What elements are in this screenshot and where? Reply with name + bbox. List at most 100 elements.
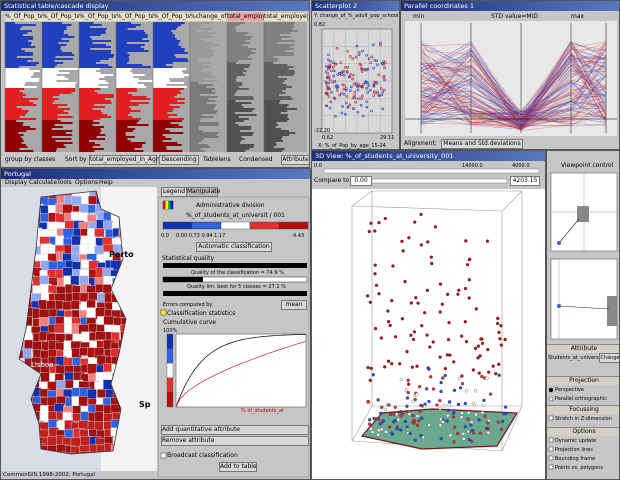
point: [379, 411, 383, 416]
checkbox-label[interactable]: Projection lines: [555, 447, 593, 453]
lens-bar: [79, 84, 99, 86]
column-header[interactable]: %_Of_Pop_ter_ab: [5, 13, 43, 21]
point: [344, 65, 347, 69]
dropdown[interactable]: Descending: [159, 155, 199, 165]
menu-item[interactable]: Display: [5, 179, 28, 186]
lens-bar: [116, 128, 136, 130]
slider: [371, 178, 508, 184]
checkbox-label[interactable]: Tablelens: [203, 156, 231, 163]
color-swatch: [168, 201, 171, 209]
point: [340, 91, 343, 95]
point: [429, 255, 433, 259]
point: [333, 80, 337, 83]
checkbox-label[interactable]: group by classes: [5, 156, 56, 163]
menu-item[interactable]: Help: [99, 179, 113, 186]
lens-bar: [42, 150, 56, 152]
button[interactable]: Change: [599, 353, 620, 363]
dropdown[interactable]: Add quantitative attribute: [161, 425, 309, 435]
dropdown[interactable]: mean: [281, 300, 307, 310]
point: [328, 65, 331, 69]
bounding-frame: [351, 190, 373, 207]
lens-bar: [227, 58, 253, 60]
lens-bar: [42, 44, 67, 46]
profile-line: [420, 40, 607, 117]
lens-bar: [153, 118, 184, 120]
lens-bar: [5, 42, 32, 44]
menu-item[interactable]: Options: [75, 179, 99, 186]
lens-bar: [42, 144, 64, 146]
lens-bar: [79, 34, 101, 36]
region: [102, 284, 112, 295]
tab[interactable]: Legend: [161, 187, 187, 197]
lens-bar: [42, 88, 75, 90]
button[interactable]: Add to table: [219, 462, 257, 472]
point: [463, 320, 467, 324]
checkbox-label[interactable]: Points vs. polygons: [555, 465, 603, 471]
column-header[interactable]: %_Of_Pop_ter_ab: [153, 13, 191, 21]
point: [327, 81, 331, 85]
lens-bar: [5, 114, 25, 116]
input[interactable]: 4203.15: [510, 176, 540, 186]
section-header: Options: [547, 427, 619, 436]
lens-bar: [79, 92, 98, 94]
input[interactable]: 0.00: [350, 176, 372, 186]
point: [413, 438, 417, 442]
side-panel: Viewpoint control Attribute Students_at_…: [546, 150, 620, 480]
checkbox-label[interactable]: Dynamic update: [555, 438, 597, 444]
radio-label[interactable]: Perspective: [555, 387, 584, 393]
checkbox-label[interactable]: Condensed: [239, 156, 273, 163]
point: [467, 438, 471, 442]
column-header[interactable]: %_Of_Pop_ter_ab: [116, 13, 154, 21]
checkbox-label[interactable]: Bounding frame: [555, 456, 596, 462]
checkbox-label[interactable]: Stretch in Z-dimension: [555, 416, 612, 422]
point: [332, 61, 335, 64]
point: [406, 391, 410, 395]
viewpoint-control[interactable]: [547, 151, 620, 480]
lens-bar: [79, 66, 113, 68]
profile-line: [420, 95, 607, 119]
point: [390, 431, 394, 435]
dropdown[interactable]: Remove attribute: [161, 436, 309, 446]
column-header[interactable]: %_Of_Pop_ter_ab: [42, 13, 80, 21]
button[interactable]: Automatic classification: [196, 242, 272, 252]
profile-line: [420, 65, 607, 118]
lens-bar: [79, 112, 103, 114]
point: [377, 93, 380, 97]
tab[interactable]: Manipulate: [186, 187, 221, 197]
lens-bar: [264, 48, 294, 50]
lens-bar: [227, 66, 249, 68]
lens-bar: [5, 66, 20, 68]
lens-bar: [190, 96, 218, 98]
lens-bar: [227, 98, 254, 100]
point: [464, 340, 469, 344]
lens-bar: [42, 122, 73, 124]
column-header[interactable]: %_Of_Pop_ter_ab: [79, 13, 117, 21]
lens-bar: [79, 100, 111, 102]
point: [369, 402, 373, 406]
point: [361, 94, 364, 98]
section-header[interactable]: Classification statistics: [167, 310, 236, 317]
column-header[interactable]: total_employed: [227, 13, 265, 21]
lens-bar: [264, 148, 285, 150]
menu-item[interactable]: Tools: [57, 179, 72, 186]
column-header[interactable]: %change_of_CA: [190, 13, 228, 21]
quality-bar: [163, 277, 203, 282]
button[interactable]: Attribute: [281, 155, 309, 165]
checkbox-label[interactable]: Broadcast classification: [167, 452, 238, 459]
point: [373, 326, 378, 331]
dropdown[interactable]: Means and Std.deviations: [441, 139, 523, 149]
lens-bar: [227, 128, 252, 130]
column-header[interactable]: total_employed_in: [264, 13, 308, 21]
point: [412, 418, 416, 423]
point: [431, 340, 435, 344]
dropdown[interactable]: total_employed_in_Agricu: [89, 155, 168, 165]
radio-label[interactable]: Parallel orthographic: [555, 396, 607, 402]
lens-bar: [79, 64, 109, 66]
point: [428, 345, 432, 349]
point: [327, 67, 330, 71]
menu-item[interactable]: Calculate: [29, 179, 58, 186]
region: [94, 276, 104, 286]
point: [485, 376, 489, 380]
lens-bar: [264, 114, 289, 116]
point: [482, 398, 486, 403]
